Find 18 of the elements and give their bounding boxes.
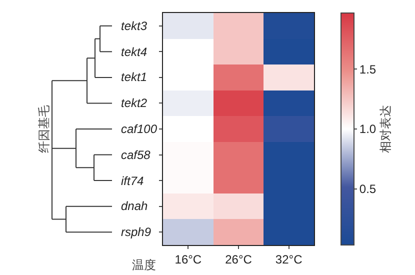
x-tick-label: 26°C bbox=[225, 252, 252, 266]
x-tick-label: 16°C bbox=[174, 252, 202, 266]
color-bar-label: 1.0 bbox=[359, 122, 376, 136]
color-bar-label: 1.5 bbox=[359, 62, 376, 76]
color-bar-title: 相对表达 bbox=[378, 105, 392, 153]
y-tick-label: caf100 bbox=[121, 122, 158, 136]
y-tick-label: tekt4 bbox=[121, 45, 148, 59]
x-tick-label: 32°C bbox=[275, 252, 303, 266]
y-tick-label: tekt1 bbox=[121, 70, 148, 84]
color-bar-label: 0.5 bbox=[359, 182, 376, 196]
y-tick-label: tekt2 bbox=[121, 96, 148, 110]
y-tick-label: tekt3 bbox=[121, 19, 148, 33]
y-tick-label: rsph9 bbox=[121, 225, 152, 239]
x-axis-title: 温度 bbox=[132, 258, 156, 272]
y-tick-label: ift74 bbox=[121, 174, 144, 188]
y-tick-label: caf58 bbox=[121, 148, 151, 162]
y-tick-label: dnah bbox=[121, 199, 148, 213]
text: 纤因基毛 bbox=[36, 104, 51, 153]
